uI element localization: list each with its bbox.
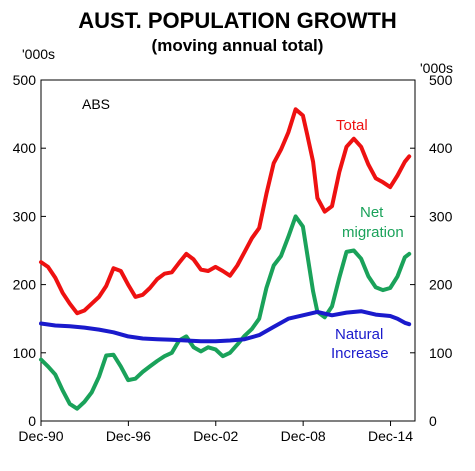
y-tick-label-left: 200 [13,277,37,293]
y-tick-label-right: 400 [429,140,453,156]
axis-ticks: 0 0 100 100 200 200 300 300 400 400 500 500 Dec-90 De… [13,72,453,444]
y-tick-label-right: 0 [429,413,437,429]
y-tick-label-left: 0 [28,413,36,429]
series-group [39,107,412,411]
x-tick-label: Dec-02 [193,428,238,444]
x-tick-label: Dec-14 [368,428,413,444]
x-tick-label: Dec-90 [18,428,63,444]
y-tick-label-right: 500 [429,72,453,88]
annotation-total: Total [336,117,368,134]
x-tick-label: Dec-08 [281,428,326,444]
y-tick-label-right: 200 [429,277,453,293]
chart-title: AUST. POPULATION GROWTH [78,8,397,33]
x-tick-label: Dec-96 [106,428,151,444]
y-unit-left: '000s [22,46,56,62]
chart-subtitle: (moving annual total) [151,36,324,55]
y-tick-label-left: 500 [13,72,37,88]
series-line-natural-increase [39,309,412,344]
series-line-net-migration [39,214,412,411]
annotation-increase: Increase [331,345,389,362]
y-unit-right: '000s [420,60,454,76]
y-tick-label-left: 300 [13,208,37,224]
y-tick-label-left: 100 [13,345,37,361]
annotation-migration: migration [342,224,404,241]
y-tick-label-right: 100 [429,345,453,361]
annotation-natural: Natural [335,326,383,343]
series-line-total [39,107,412,316]
y-tick-label-right: 300 [429,208,453,224]
source-label: ABS [82,96,110,112]
plot-frame [40,79,416,422]
y-tick-label-left: 400 [13,140,37,156]
annotation-net: Net [360,204,384,221]
